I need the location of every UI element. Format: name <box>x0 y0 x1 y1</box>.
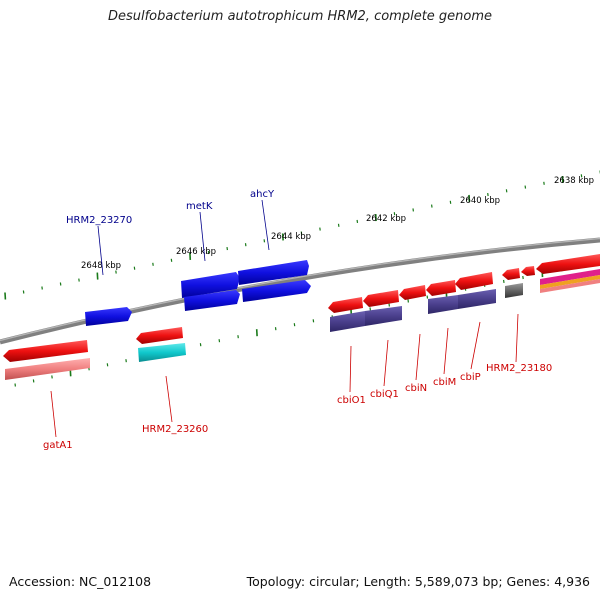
leader-gata1 <box>50 390 57 438</box>
accession-text: Accession: NC_012108 <box>9 574 152 589</box>
label-hrm2-23270[interactable]: HRM2_23270 <box>66 215 132 226</box>
cds-cbio1[interactable] <box>330 311 365 332</box>
label-cbio1[interactable]: cbiO1 <box>337 395 366 406</box>
label-cbiq1[interactable]: cbiQ1 <box>370 389 399 400</box>
gene-hrm2-23260[interactable] <box>136 327 183 344</box>
scale-label-2644: 2644 kbp <box>271 232 311 242</box>
label-cbim[interactable]: cbiM <box>433 377 456 388</box>
label-cbin[interactable]: cbiN <box>405 383 427 394</box>
gene-hrm2-23260-rna[interactable] <box>138 343 186 362</box>
leader-cbim <box>443 327 449 375</box>
gene-reverse-small[interactable] <box>521 266 535 276</box>
scale-label-2648: 2648 kbp <box>81 261 121 271</box>
label-gata1[interactable]: gatA1 <box>43 440 73 451</box>
label-hrm2-23260[interactable]: HRM2_23260 <box>142 424 208 435</box>
cds-cbim[interactable] <box>428 295 458 314</box>
gene-cbim[interactable] <box>426 280 456 296</box>
pseudo-hrm2-23180[interactable] <box>505 283 523 298</box>
feature-band-magenta <box>540 269 600 285</box>
gene-hrm2-23270[interactable] <box>85 307 132 326</box>
label-ahcy[interactable]: ahcY <box>250 189 275 200</box>
cds-track <box>330 283 523 332</box>
scale-label-2638: 2638 kbp <box>554 176 594 186</box>
genome-summary-text: Topology: circular; Length: 5,589,073 bp… <box>246 574 590 589</box>
leader-hrm2-23180 <box>515 313 519 363</box>
leader-ahcy <box>261 199 270 251</box>
cds-cbip[interactable] <box>458 289 496 309</box>
reverse-genes <box>3 254 600 380</box>
gene-labels: HRM2_23270 metK ahcY gatA1 HRM2_23260 cb… <box>43 189 552 451</box>
gene-gata1-rna[interactable] <box>5 358 90 380</box>
label-hrm2-23180[interactable]: HRM2_23180 <box>486 363 552 374</box>
leader-cbio1 <box>349 345 352 393</box>
gene-cbin[interactable] <box>399 285 426 300</box>
feature-band-pink <box>540 279 600 293</box>
leader-metk <box>199 211 206 262</box>
gene-reverse-large[interactable] <box>536 254 600 274</box>
cds-cbiq1[interactable] <box>365 306 402 326</box>
gene-cbio1[interactable] <box>328 297 363 313</box>
label-cbip[interactable]: cbiP <box>460 372 481 383</box>
label-metk[interactable]: metK <box>186 201 213 212</box>
gene-hrm2-23180[interactable] <box>502 268 520 280</box>
leader-cbin <box>415 333 421 381</box>
label-leaders <box>50 199 519 438</box>
leader-cbiq1 <box>383 339 389 387</box>
leader-hrm2-23270 <box>97 225 104 276</box>
scale-label-2646: 2646 kbp <box>176 247 216 257</box>
scale-ring-upper <box>4 170 600 300</box>
leader-hrm2-23260 <box>165 375 173 423</box>
gene-gata1[interactable] <box>3 340 88 362</box>
scale-label-2642: 2642 kbp <box>366 214 406 224</box>
gene-cbiq1[interactable] <box>363 290 399 307</box>
gene-forward-3[interactable] <box>184 290 240 311</box>
scale-label-2640: 2640 kbp <box>460 196 500 206</box>
feature-band-orange <box>540 275 600 289</box>
feature-band <box>540 269 600 293</box>
leader-cbip <box>470 321 481 370</box>
gene-cbip[interactable] <box>455 272 493 290</box>
gene-forward-4[interactable] <box>242 280 311 302</box>
gene-ahcy[interactable] <box>238 260 309 285</box>
genome-backbone-highlight <box>0 237 600 342</box>
map-title: Desulfobacterium autotrophicum HRM2, com… <box>107 9 493 24</box>
genome-backbone <box>0 237 600 345</box>
gene-metk[interactable] <box>181 272 240 298</box>
forward-genes <box>85 260 311 326</box>
